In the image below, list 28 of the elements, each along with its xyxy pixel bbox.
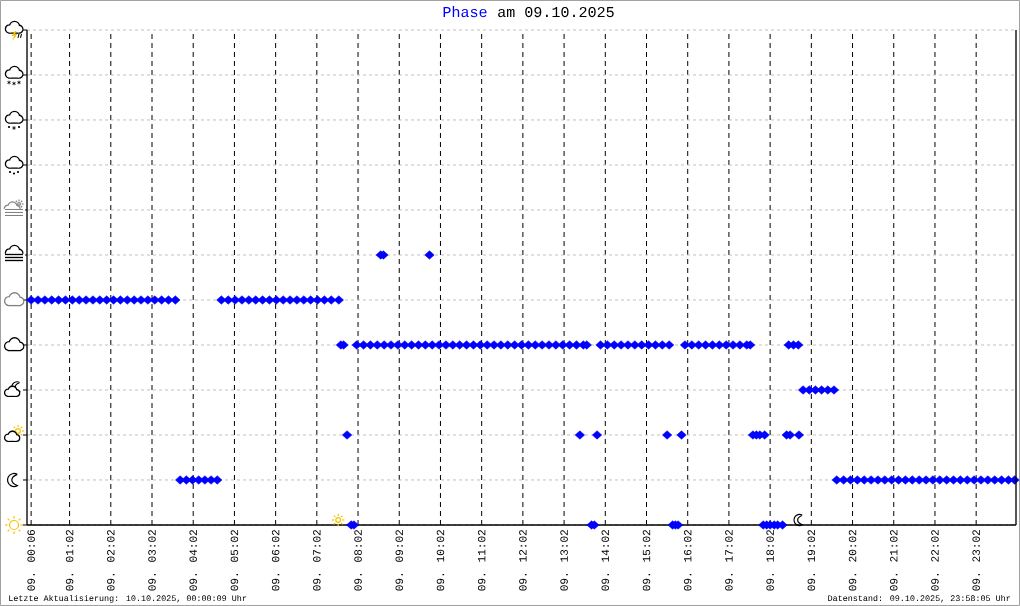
x-tick-label: 09. 08:02: [354, 530, 362, 591]
x-tick-label: 09. 00:06: [27, 529, 35, 591]
x-tick-label: 09. 22:02: [931, 530, 939, 591]
x-tick-label: 09. 10:02: [436, 530, 445, 591]
x-tick-label: 09. 12:02: [519, 530, 527, 591]
x-tick-label: 09. 04:02: [189, 530, 197, 591]
x-tick-label: 09. 19:02: [807, 530, 816, 591]
x-tick-label: 09. 11:02: [477, 530, 486, 591]
text: Datenstand: 09.10.2025, 23:58:05 Uhr: [828, 594, 1010, 603]
x-tick-label: 09. 20:02: [848, 530, 857, 591]
x-tick-label: 09. 16:02: [683, 530, 692, 591]
chart-title: am 09.10.2025: [498, 6, 614, 18]
x-tick-label: 09. 02:02: [107, 530, 115, 591]
x-tick-label: 09. 01:02: [65, 530, 74, 591]
x-tick-label: 09. 13:02: [560, 530, 568, 591]
x-tick-label: 09. 15:02: [642, 530, 651, 591]
x-tick-label: 09. 09:02: [395, 530, 404, 591]
text: Letzte Aktualisierung: 10.10.2025, 00:00:09 Uhr: [9, 594, 247, 603]
x-tick-label: 09. 23:02: [972, 530, 980, 591]
x-tick-label: 09. 07:02: [313, 530, 321, 591]
x-tick-label: 09. 05:02: [230, 530, 239, 591]
text: Phase: [443, 6, 487, 18]
x-tick-label: 09. 17:02: [725, 530, 733, 591]
x-tick-label: 09. 03:02: [148, 530, 156, 591]
x-tick-label: 09. 06:02: [271, 530, 280, 591]
x-tick-label: 09. 21:02: [890, 530, 898, 591]
x-tick-label: 09. 14:02: [601, 530, 610, 591]
x-tick-label: 09. 18:02: [766, 530, 774, 591]
